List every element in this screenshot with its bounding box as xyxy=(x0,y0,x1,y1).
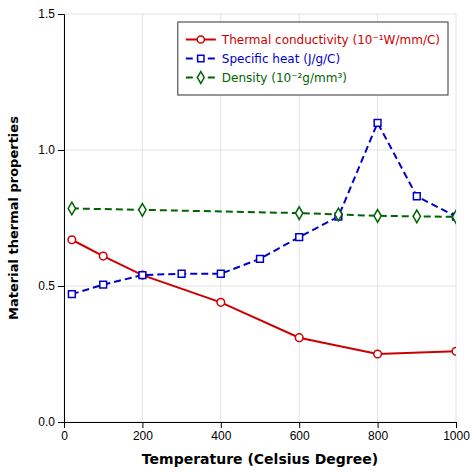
point xyxy=(217,298,225,306)
point xyxy=(139,271,147,279)
tick-mark xyxy=(58,14,64,15)
chart: 0 200 400 600 800 1000 0.0 0.5 1.0 1.5 Temperature… xyxy=(0,0,474,474)
plot: 0 200 400 600 800 1000 0.0 0.5 1.0 1.5 Temperature… xyxy=(6,7,470,467)
point xyxy=(139,204,146,217)
tick: 600 xyxy=(290,422,310,443)
point xyxy=(374,350,382,358)
grid-line xyxy=(64,286,456,287)
grid xyxy=(64,14,456,422)
point xyxy=(68,202,75,215)
axis-line xyxy=(58,15,65,423)
legend-label: Specific heat (J/g/C) xyxy=(222,52,340,66)
legend-item: Density (10⁻²g/mm³) xyxy=(186,71,347,85)
tick-mark xyxy=(378,422,379,428)
legend-frame xyxy=(178,22,448,95)
tick: 200 xyxy=(133,422,153,443)
legend-marker xyxy=(197,36,204,43)
legend-label: Thermal conductivity (10⁻¹W/mm/C) xyxy=(221,33,440,47)
tick-mark xyxy=(58,422,64,423)
y-axis: 0.0 0.5 1.0 1.5 xyxy=(38,7,64,429)
tick-label: 800 xyxy=(368,429,388,443)
tick: 1.5 xyxy=(38,7,64,21)
tick-label: 0 xyxy=(61,429,68,443)
point xyxy=(374,210,381,223)
tick-label: 1000 xyxy=(443,429,470,443)
point xyxy=(413,193,420,200)
point xyxy=(68,291,75,298)
legend-marker xyxy=(197,72,204,84)
tick-mark xyxy=(221,422,222,428)
tick-mark xyxy=(299,422,300,428)
legend-item: Specific heat (J/g/C) xyxy=(186,52,340,66)
tick: 0.0 xyxy=(38,415,64,429)
point xyxy=(139,272,146,279)
legend-label: Density (10⁻²g/mm³) xyxy=(222,71,347,85)
tick-label: 600 xyxy=(290,429,310,443)
tick-label: 400 xyxy=(211,429,231,443)
tick-mark xyxy=(58,286,64,287)
tick-label: 0.5 xyxy=(38,279,55,293)
point xyxy=(217,270,224,277)
point xyxy=(452,347,456,355)
point xyxy=(257,255,264,262)
point xyxy=(296,207,303,220)
axis-line xyxy=(65,423,457,429)
point xyxy=(452,211,456,224)
point xyxy=(335,208,342,221)
point xyxy=(295,334,303,342)
tick-label: 0.0 xyxy=(38,415,55,429)
point xyxy=(178,270,185,277)
grid-line xyxy=(64,14,456,15)
tick-mark xyxy=(456,422,457,428)
series-line xyxy=(72,123,456,294)
series-line xyxy=(72,240,456,354)
tick-mark xyxy=(58,150,64,151)
y-axis-title: Material thermal properties xyxy=(6,116,21,320)
legend: Thermal conductivity (10⁻¹W/mm/C) Specifi… xyxy=(178,22,448,95)
tick-label: 1.5 xyxy=(38,7,55,21)
tick-label: 200 xyxy=(133,429,153,443)
tick: 1000 xyxy=(443,422,470,443)
grid-line xyxy=(142,14,143,422)
grid-line xyxy=(64,150,456,151)
series-line xyxy=(72,208,456,216)
point xyxy=(100,281,107,288)
tick-mark xyxy=(142,422,143,428)
x-axis: 0 200 400 600 800 1000 xyxy=(61,422,470,443)
legend-marker xyxy=(198,55,204,61)
point xyxy=(374,119,381,126)
point xyxy=(68,236,76,244)
point xyxy=(296,234,303,241)
tick-label: 1.0 xyxy=(38,143,55,157)
x-axis-title: Temperature (Celsius Degree) xyxy=(142,451,378,467)
point xyxy=(99,252,107,260)
tick: 400 xyxy=(211,422,231,443)
legend-item: Thermal conductivity (10⁻¹W/mm/C) xyxy=(186,33,440,47)
tick: 0 xyxy=(61,422,68,443)
tick: 1.0 xyxy=(38,143,64,157)
point xyxy=(413,210,420,223)
tick: 800 xyxy=(368,422,388,443)
tick: 0.5 xyxy=(38,279,64,293)
marks xyxy=(68,119,456,357)
